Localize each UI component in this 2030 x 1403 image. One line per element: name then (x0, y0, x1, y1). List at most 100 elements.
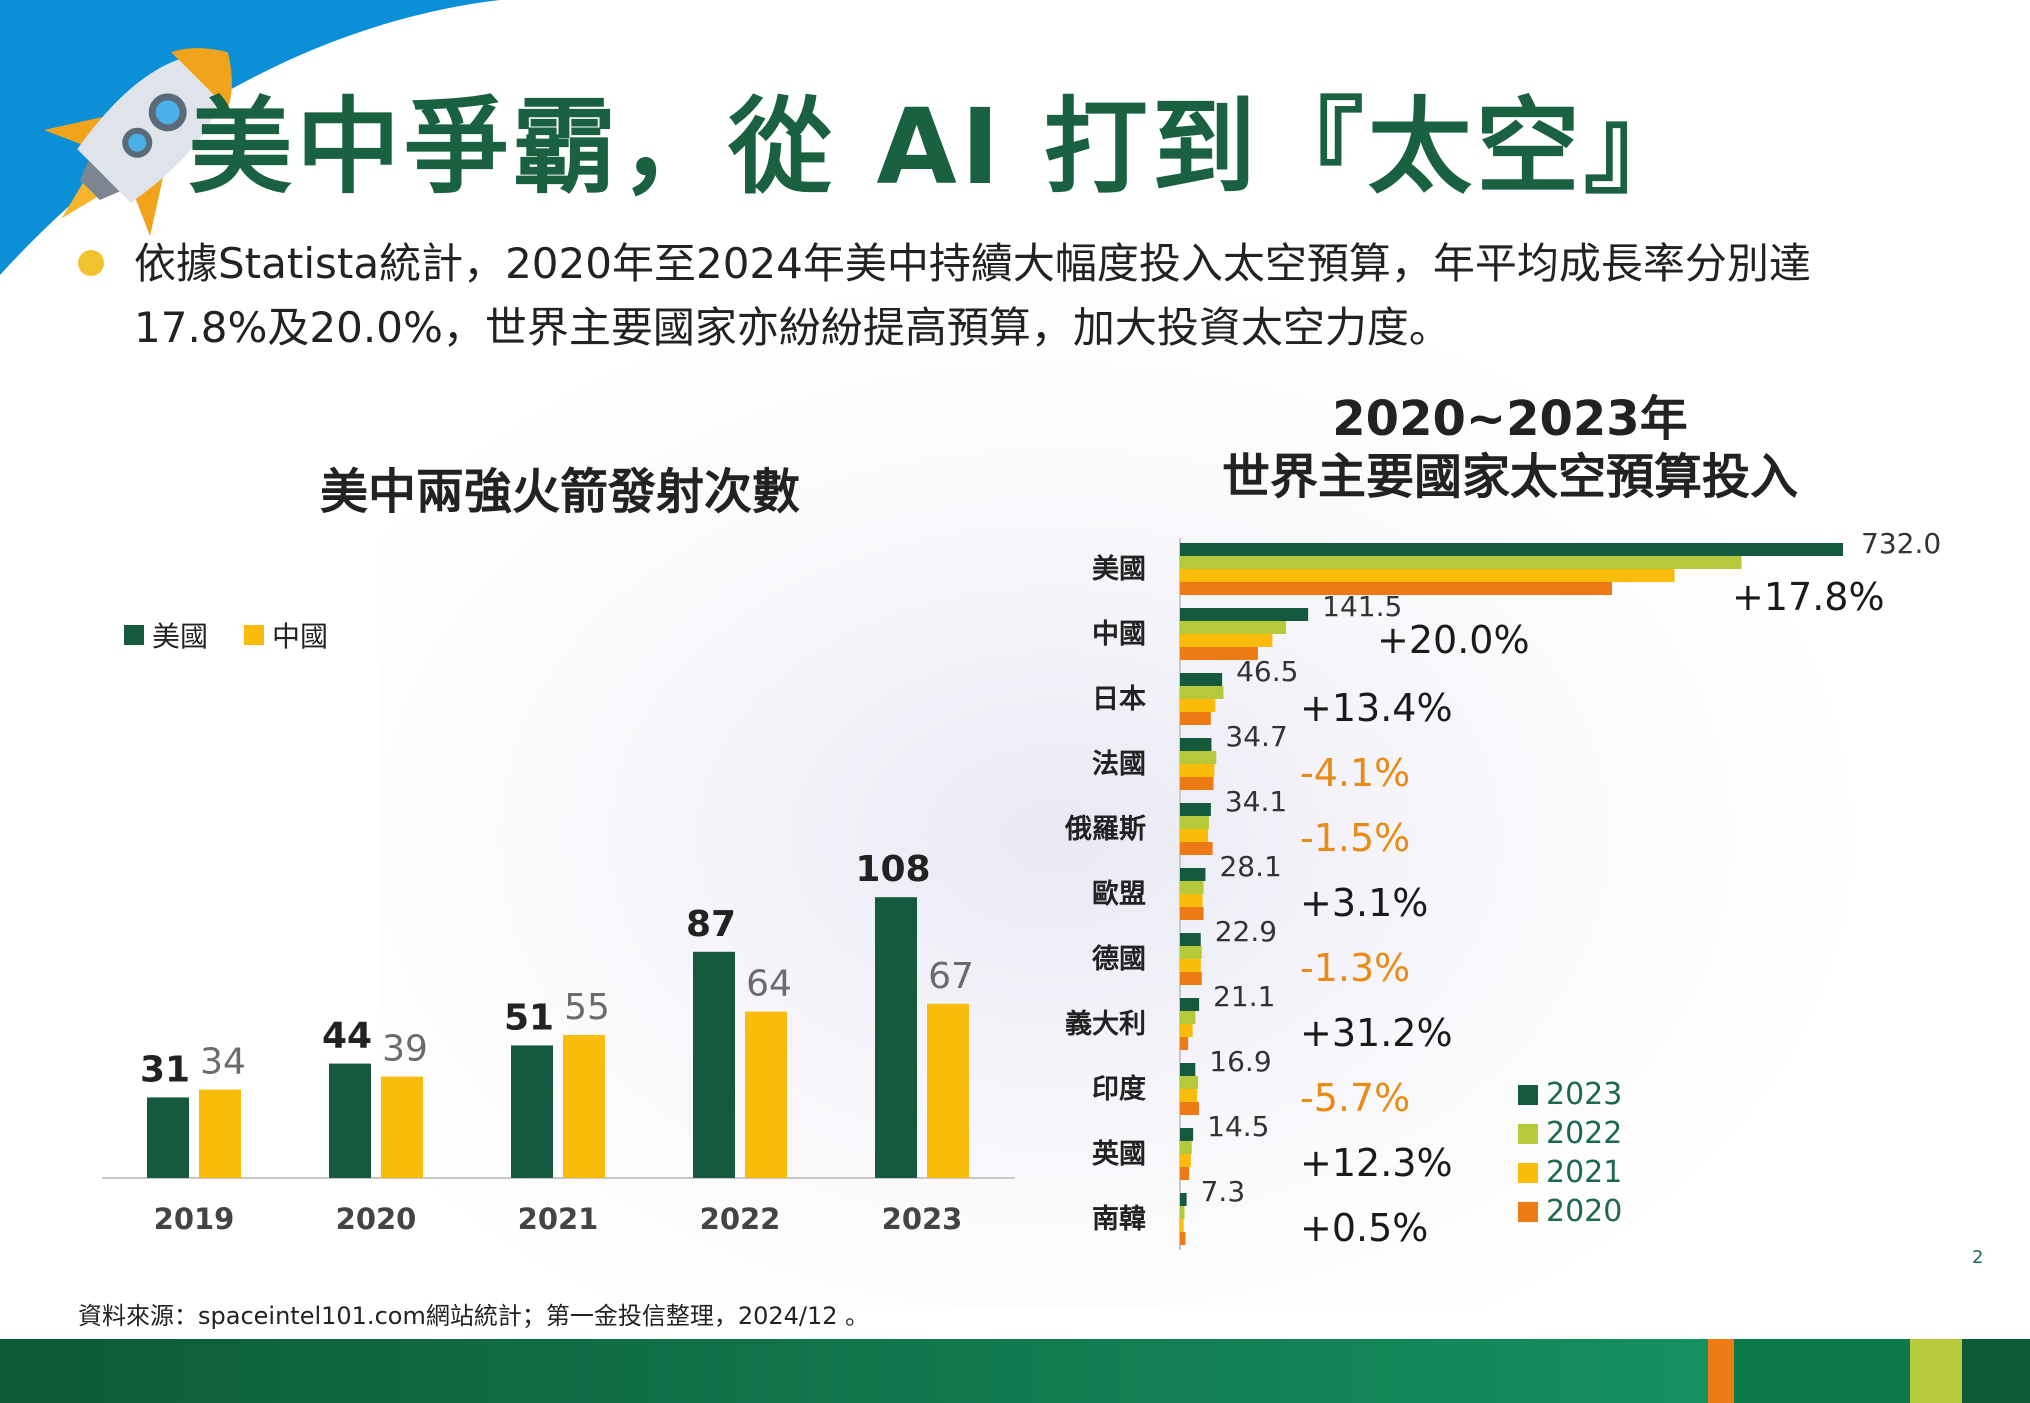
growth-label-法國: -4.1% (1300, 751, 1410, 795)
x-tick-2019: 2019 (154, 1202, 235, 1236)
bar-2021-南韓 (1180, 1219, 1184, 1232)
growth-label-俄羅斯: -1.5% (1300, 816, 1410, 860)
y-tick-印度: 印度 (1092, 1073, 1146, 1105)
bar-us-2022 (693, 951, 735, 1178)
bar-2020-歐盟 (1180, 907, 1204, 920)
bar-2022-中國 (1180, 621, 1286, 634)
bar-2022-日本 (1180, 686, 1224, 699)
y-tick-英國: 英國 (1092, 1139, 1146, 1170)
rocket-icon (43, 48, 232, 237)
value-label-俄羅斯: 34.1 (1225, 785, 1287, 818)
bar-2021-美國 (1180, 569, 1675, 582)
legend-label-2020: 2020 (1546, 1194, 1623, 1229)
bar-2020-南韓 (1180, 1232, 1186, 1245)
growth-label-印度: -5.7% (1300, 1076, 1410, 1120)
bar-2020-日本 (1180, 712, 1211, 725)
bar-2022-歐盟 (1180, 881, 1204, 894)
value-label-印度: 16.9 (1209, 1045, 1271, 1078)
bar-2021-日本 (1180, 699, 1216, 712)
bullet-line-1: 依據Statista統計，2020年至2024年美中持續大幅度投入太空預算，年平… (134, 239, 1811, 288)
growth-label-德國: -1.3% (1300, 946, 1410, 990)
value-label-cn-2021: 55 (564, 987, 610, 1028)
growth-label-英國: +12.3% (1300, 1141, 1453, 1185)
value-label-us-2023: 108 (855, 849, 930, 890)
bar-2020-美國 (1180, 582, 1613, 595)
y-tick-歐盟: 歐盟 (1092, 879, 1146, 910)
legend-label-us: 美國 (152, 620, 209, 653)
legend-label-2022: 2022 (1546, 1116, 1623, 1151)
y-tick-美國: 美國 (1092, 553, 1146, 585)
bar-2022-義大利 (1180, 1011, 1196, 1024)
bar-cn-2023 (927, 1003, 969, 1178)
legend-label-2023: 2023 (1546, 1077, 1623, 1112)
y-tick-俄羅斯: 俄羅斯 (1064, 814, 1146, 845)
x-tick-2021: 2021 (518, 1202, 599, 1236)
bar-2020-義大利 (1180, 1037, 1189, 1050)
bar-2022-法國 (1180, 751, 1217, 764)
bar-2023-日本 (1180, 673, 1223, 686)
bar-2021-法國 (1180, 764, 1215, 777)
growth-label-南韓: +0.5% (1300, 1206, 1428, 1250)
value-label-us-2021: 51 (504, 997, 554, 1038)
value-label-日本: 46.5 (1236, 655, 1298, 688)
bar-us-2021 (511, 1045, 553, 1178)
bar-us-2020 (329, 1063, 371, 1178)
budget-chart-legend: 2023 2022 2021 2020 (1518, 1075, 1622, 1231)
bar-cn-2019 (199, 1089, 241, 1178)
x-tick-2020: 2020 (336, 1202, 417, 1236)
bar-2023-英國 (1180, 1128, 1194, 1141)
bar-2020-俄羅斯 (1180, 842, 1213, 855)
bar-2020-中國 (1180, 647, 1258, 660)
bar-2021-印度 (1180, 1089, 1198, 1102)
value-label-法國: 34.7 (1225, 720, 1287, 753)
bar-2023-中國 (1180, 608, 1309, 621)
growth-label-歐盟: +3.1% (1300, 881, 1428, 925)
bar-us-2023 (875, 897, 917, 1178)
budget-chart-title-line1: 2020~2023年 (1332, 391, 1688, 447)
bar-2022-英國 (1180, 1141, 1192, 1154)
bullet-text: 依據Statista統計，2020年至2024年美中持續大幅度投入太空預算，年平… (134, 232, 1974, 360)
bar-2020-法國 (1180, 777, 1214, 790)
legend-swatch-cn (244, 625, 265, 645)
bar-2021-英國 (1180, 1154, 1191, 1167)
background-glow (380, 260, 1880, 1310)
bar-2023-印度 (1180, 1063, 1196, 1076)
legend-item-2020: 2020 (1518, 1192, 1622, 1231)
value-label-英國: 14.5 (1207, 1110, 1269, 1143)
value-label-南韓: 7.3 (1201, 1175, 1246, 1208)
page-number: 2 (1972, 1247, 1984, 1268)
launch-chart-legend: 美國 中國 (124, 615, 328, 655)
bar-2022-德國 (1180, 946, 1202, 959)
bar-cn-2022 (745, 1011, 787, 1178)
value-label-cn-2019: 34 (200, 1042, 246, 1083)
bar-2020-德國 (1180, 972, 1202, 985)
budget-chart-title: 2020~2023年 世界主要國家太空預算投入 (1150, 390, 1870, 506)
bar-2021-德國 (1180, 959, 1201, 972)
growth-label-義大利: +31.2% (1300, 1011, 1453, 1055)
legend-item-2023: 2023 (1518, 1075, 1622, 1114)
page-title: 美中爭霸，從 AI 打到『太空』 (188, 86, 1692, 208)
value-label-德國: 22.9 (1215, 915, 1277, 948)
bar-2020-英國 (1180, 1167, 1190, 1180)
bullet-dot (78, 250, 104, 276)
y-tick-中國: 中國 (1092, 619, 1146, 650)
legend-item-2022: 2022 (1518, 1114, 1622, 1153)
bar-2023-義大利 (1180, 998, 1200, 1011)
budget-chart-title-line2: 世界主要國家太空預算投入 (1221, 449, 1798, 505)
x-tick-2022: 2022 (700, 1202, 781, 1236)
legend-swatch-us (124, 625, 144, 645)
growth-label-日本: +13.4% (1300, 686, 1453, 730)
bar-2023-南韓 (1180, 1193, 1187, 1206)
value-label-us-2022: 87 (686, 904, 736, 945)
legend-item-2021: 2021 (1518, 1153, 1622, 1192)
rocket-corner-decoration (0, 0, 500, 275)
value-label-中國: 141.5 (1322, 590, 1402, 623)
legend-label-cn: 中國 (272, 620, 329, 653)
bar-2023-美國 (1180, 543, 1843, 556)
y-tick-德國: 德國 (1092, 944, 1146, 975)
bar-2021-中國 (1180, 634, 1273, 647)
bar-2021-歐盟 (1180, 894, 1203, 907)
x-tick-2023: 2023 (882, 1202, 963, 1236)
value-label-us-2019: 31 (140, 1049, 190, 1090)
